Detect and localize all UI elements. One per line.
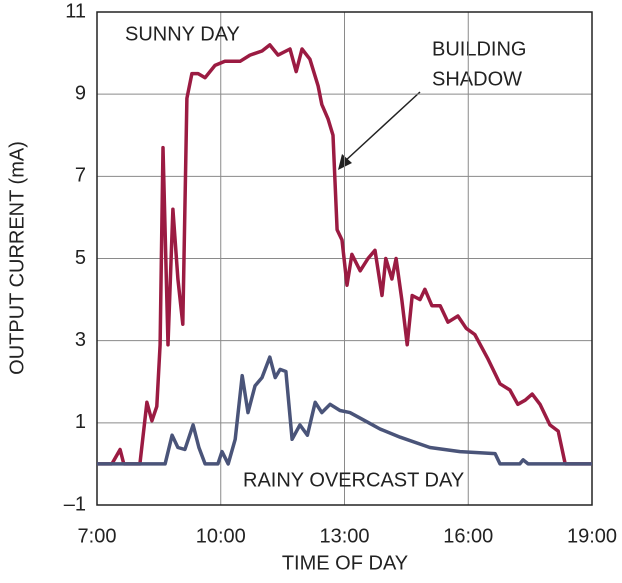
series-label: RAINY OVERCAST DAY (243, 469, 464, 491)
series-line (97, 355, 592, 466)
y-tick-label: 7 (75, 165, 86, 187)
annotation: SHADOW (432, 68, 522, 90)
y-tick-label: 3 (75, 329, 86, 351)
annotation: BUILDING (432, 38, 526, 60)
y-tick-label: 1 (75, 411, 86, 433)
annotation-arrow (343, 91, 421, 163)
y-tick-label: 9 (75, 82, 86, 104)
x-tick-label: 19:00 (567, 525, 617, 547)
x-tick-label: 7:00 (78, 525, 117, 547)
y-tick-label: –1 (64, 493, 86, 515)
x-tick-label: 10:00 (196, 525, 246, 547)
y-tick-label: 11 (65, 0, 86, 22)
x-tick-label: 16:00 (443, 525, 493, 547)
x-axis-title: TIME OF DAY (282, 552, 408, 574)
y-axis-title: OUTPUT CURRENT (mA) (6, 141, 28, 375)
plot-frame (96, 11, 593, 506)
y-tick-label: 5 (75, 247, 86, 269)
x-tick-label: 13:00 (319, 525, 369, 547)
series-line (97, 43, 592, 466)
series-label: SUNNY DAY (125, 23, 240, 45)
